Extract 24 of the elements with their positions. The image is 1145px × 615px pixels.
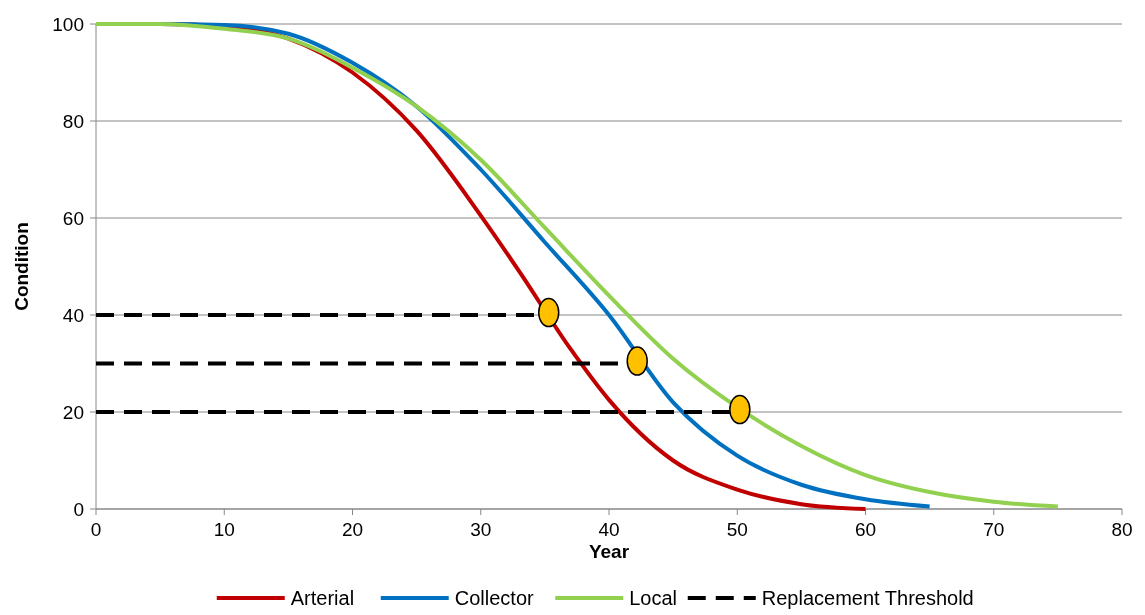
- x-tick-label: 10: [213, 519, 235, 540]
- x-tick-label: 30: [470, 519, 492, 540]
- y-tick-label: 100: [52, 14, 84, 35]
- x-tick-label: 60: [854, 519, 877, 540]
- point: [537, 297, 560, 328]
- x-tick-label: 0: [90, 519, 102, 540]
- x-tick-label: 40: [598, 519, 620, 540]
- legend-label: Arterial: [290, 587, 355, 609]
- y-axis-title: Condition: [11, 222, 32, 311]
- x-tick-label: 70: [983, 519, 1005, 540]
- legend-label: Local: [629, 587, 678, 609]
- x-tick-label: 20: [341, 519, 364, 540]
- legend-label: Collector: [454, 587, 535, 609]
- x-tick-label: 50: [726, 519, 748, 540]
- x-axis-title: Year: [588, 541, 630, 562]
- legend-label: Replacement Threshold: [761, 587, 974, 609]
- point: [729, 394, 751, 425]
- y-tick-label: 40: [62, 305, 84, 326]
- y-tick-label: 20: [62, 402, 84, 423]
- point: [626, 346, 648, 376]
- y-tick-label: 60: [62, 208, 84, 229]
- x-tick-label: 80: [1111, 519, 1133, 540]
- y-tick-label: 80: [62, 111, 84, 132]
- y-tick-label: 0: [73, 499, 84, 520]
